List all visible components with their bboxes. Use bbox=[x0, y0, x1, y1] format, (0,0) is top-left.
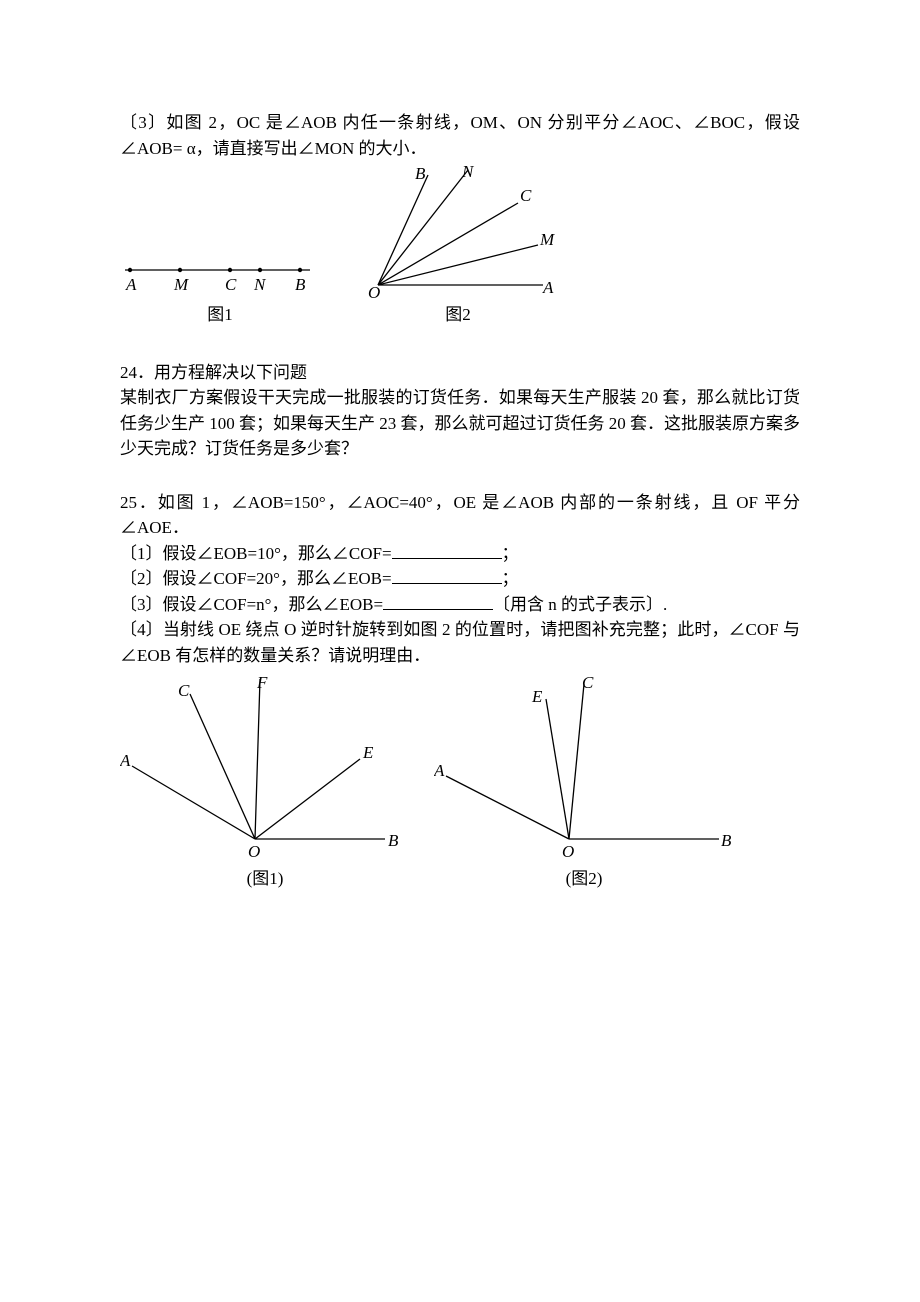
q25-part1-post: ； bbox=[502, 544, 519, 563]
label-B: B bbox=[295, 275, 306, 294]
label-M: M bbox=[539, 230, 555, 249]
q25-figures: O B E F C A (图1) O B C E A (图2) bbox=[120, 674, 800, 892]
q25-part3: 〔3〕假设∠COF=n°，那么∠EOB= 〔用含 n 的式子表示〕. bbox=[120, 592, 800, 618]
label-A: A bbox=[542, 278, 554, 297]
q25-part4: 〔4〕当射线 OE 绕点 O 逆时针旋转到如图 2 的位置时，请把图补充完整；此… bbox=[120, 617, 800, 668]
q25-part3-pre: 〔3〕假设∠COF=n°，那么∠EOB= bbox=[120, 595, 383, 614]
blank-2 bbox=[392, 566, 502, 584]
q25-part2-pre: 〔2〕假设∠COF=20°，那么∠EOB= bbox=[120, 569, 392, 588]
q25-part3-post: 〔用含 n 的式子表示〕. bbox=[493, 595, 667, 614]
q25-part2: 〔2〕假设∠COF=20°，那么∠EOB= ； bbox=[120, 566, 800, 592]
label-B: B bbox=[388, 831, 399, 850]
label-C: C bbox=[178, 681, 190, 700]
q25-intro: 25．如图 1，∠AOB=150°，∠AOC=40°，OE 是∠AOB 内部的一… bbox=[120, 490, 800, 541]
label-C: C bbox=[225, 275, 237, 294]
q25-fig2-svg: O B C E A bbox=[434, 674, 734, 864]
label-O: O bbox=[368, 283, 380, 300]
q23-part3: 〔3〕如图 2，OC 是∠AOB 内任一条射线，OM、ON 分别平分∠AOC、∠… bbox=[120, 110, 800, 161]
label-B: B bbox=[415, 165, 426, 183]
q25-fig1: O B E F C A (图1) bbox=[120, 674, 410, 892]
q23-fig1-caption: 图1 bbox=[120, 302, 320, 328]
label-M: M bbox=[173, 275, 189, 294]
label-O: O bbox=[562, 842, 574, 861]
label-N: N bbox=[253, 275, 267, 294]
q23-fig2: O A M C N B 图2 bbox=[358, 165, 558, 328]
q25-part1-pre: 〔1〕假设∠EOB=10°，那么∠COF= bbox=[120, 544, 392, 563]
label-C: C bbox=[582, 674, 594, 692]
label-E: E bbox=[362, 743, 374, 762]
q23-fig1-svg: A M C N B bbox=[120, 240, 320, 300]
label-O: O bbox=[248, 842, 260, 861]
label-N: N bbox=[461, 165, 475, 181]
q25-fig1-svg: O B E F C A bbox=[120, 674, 410, 864]
label-A: A bbox=[125, 275, 137, 294]
label-C: C bbox=[520, 186, 532, 205]
q25-part1: 〔1〕假设∠EOB=10°，那么∠COF= ； bbox=[120, 541, 800, 567]
q25-fig2-caption: (图2) bbox=[434, 866, 734, 892]
label-B: B bbox=[721, 831, 732, 850]
q25-fig1-caption: (图1) bbox=[120, 866, 410, 892]
label-E: E bbox=[531, 687, 543, 706]
blank-3 bbox=[383, 592, 493, 610]
blank-1 bbox=[392, 541, 502, 559]
q25-fig2: O B C E A (图2) bbox=[434, 674, 734, 892]
label-F: F bbox=[256, 674, 268, 692]
q23-fig1: A M C N B 图1 bbox=[120, 240, 320, 328]
q23-figures: A M C N B 图1 O A M C N B 图2 bbox=[120, 165, 800, 328]
q25-part2-post: ； bbox=[502, 569, 519, 588]
q23-fig2-caption: 图2 bbox=[358, 302, 558, 328]
q24-body: 某制衣厂方案假设干天完成一批服装的订货任务．如果每天生产服装 20 套，那么就比… bbox=[120, 385, 800, 462]
label-A: A bbox=[120, 751, 131, 770]
label-A: A bbox=[434, 761, 445, 780]
q24-heading: 24．用方程解决以下问题 bbox=[120, 360, 800, 386]
q23-fig2-svg: O A M C N B bbox=[358, 165, 558, 300]
